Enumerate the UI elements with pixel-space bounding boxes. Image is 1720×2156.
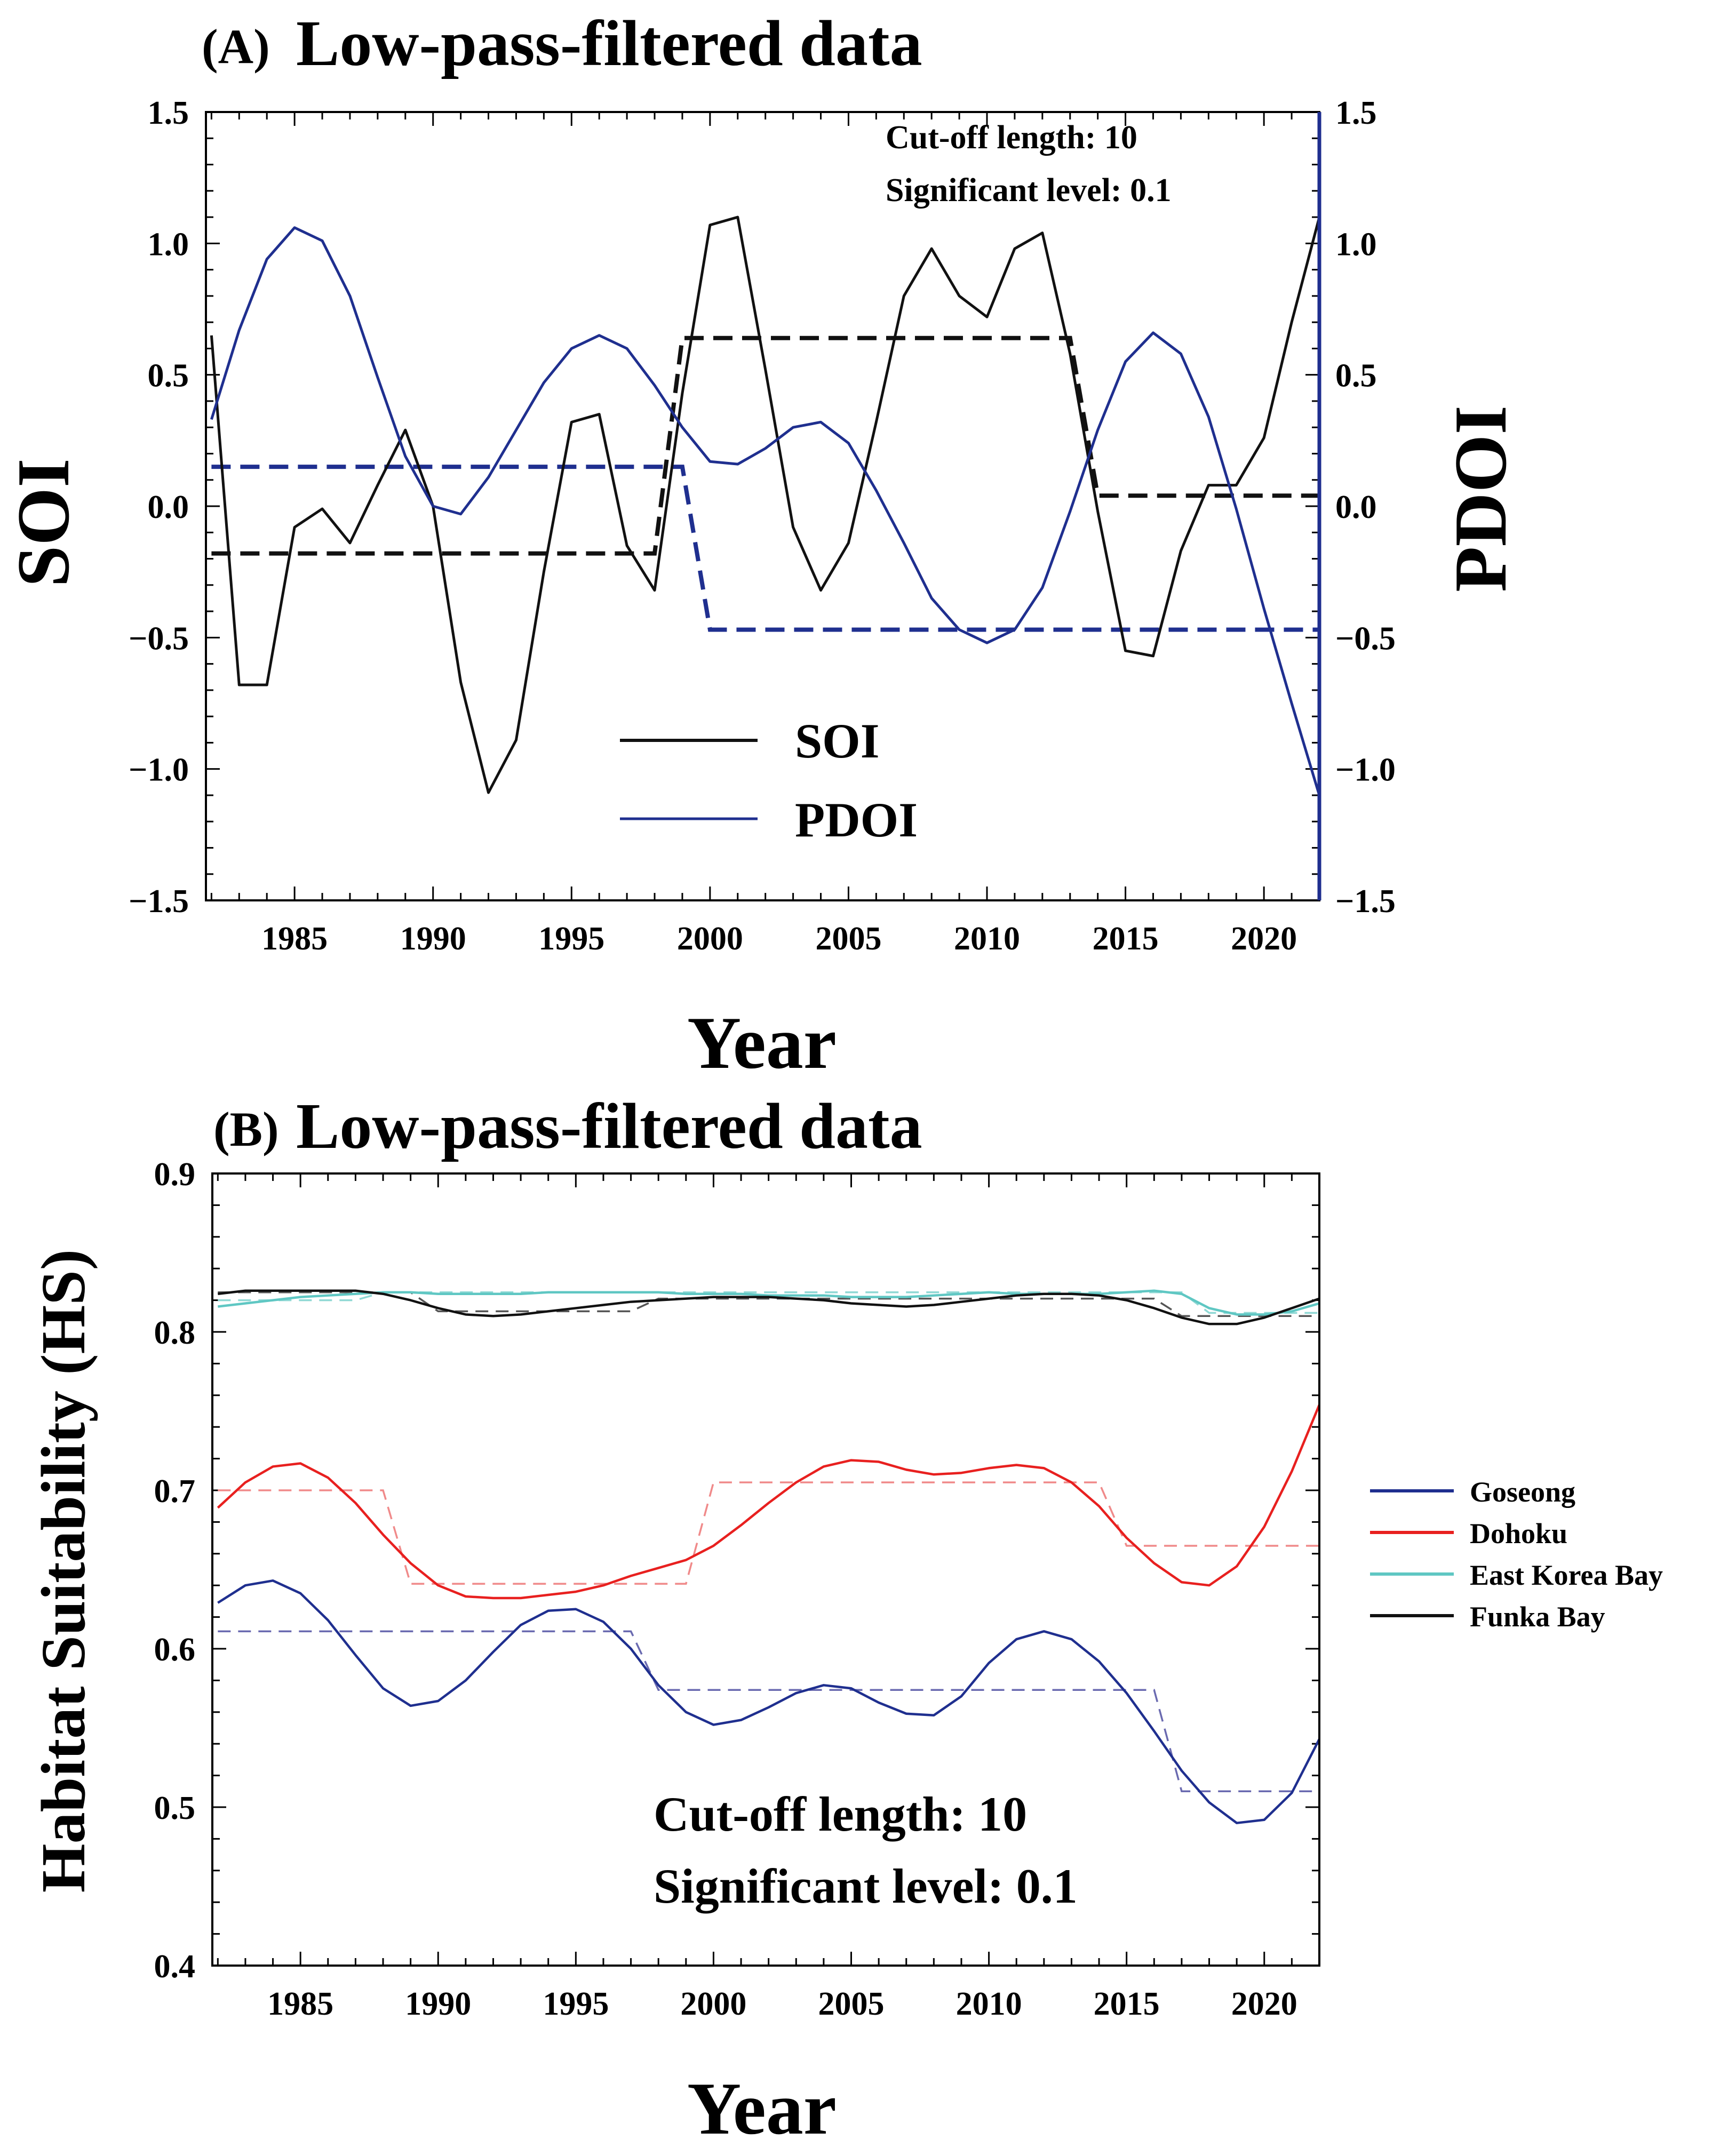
x-tick-label-1990: 1990 [400,921,466,957]
y-tick-label-2: 0.6 [154,1632,196,1668]
legend-east-korea-bay-label: East Korea Bay [1470,1559,1663,1591]
y-tick-label-3: 0.7 [154,1473,196,1510]
x-tick-label-2020: 2020 [1231,921,1297,957]
panel-b-x-tick-labels: 1985 1990 1995 2000 2005 2010 2015 2020 [267,1986,1297,2022]
panel-a-ylabel-right: PDOI [1439,405,1522,592]
series-line-goseong [217,1579,1321,1824]
x-tick-label-2005: 2005 [818,1986,885,2022]
x-tick-label-2000: 2000 [680,1986,746,2022]
y-tick-label-6: 1.5 [148,95,189,131]
x-tick-label-1995: 1995 [538,921,604,957]
regime-line-dohoku-regimes [218,1481,1319,1585]
panel-b-ylabel: Habitat Suitability (HS) [28,1249,98,1893]
panel-b-annotation-significance: Significant level: 0.1 [654,1859,1078,1913]
panel-a-x-tick-labels: 1985 1990 1995 2000 2005 2010 2015 2020 [261,921,1297,957]
x-tick-label-2005: 2005 [815,921,881,957]
y-tick-label-right-3: 0.0 [1335,489,1377,525]
y-tick-label-1: −1.0 [129,752,189,788]
legend-goseong-label: Goseong [1470,1476,1575,1508]
regime-line-soi-regimes [211,336,1319,556]
panel-a-legend: SOI PDOI [620,714,918,847]
panel-a-xlabel: Year [687,1002,837,1084]
y-tick-label-0: 0.4 [154,1949,196,1985]
panel-b-label: (B) [213,1102,279,1156]
x-tick-label-2010: 2010 [954,921,1020,957]
legend-dohoku-label: Dohoku [1470,1518,1567,1550]
panel-b-annotation-cutoff: Cut-off length: 10 [654,1787,1027,1841]
legend-funka-bay-label: Funka Bay [1470,1601,1605,1633]
panel-b-title: Low-pass-filtered data [296,1090,922,1162]
x-tick-label-1985: 1985 [267,1986,333,2022]
x-tick-label-2020: 2020 [1231,1986,1297,2022]
panel-b-xlabel: Year [687,2067,837,2150]
panel-a-y-tick-labels-left: −1.5 −1.0 −0.5 0.0 0.5 1.0 1.5 [129,95,189,920]
panel-b-y-tick-labels: 0.4 0.5 0.6 0.7 0.8 0.9 [154,1156,196,1985]
legend-soi-label: SOI [795,714,880,768]
panel-b-plot-frame [211,1172,1320,1967]
series-line-dohoku [217,1404,1321,1600]
y-tick-label-1: 0.5 [154,1790,196,1826]
x-tick-label-2015: 2015 [1093,921,1159,957]
panel-b: (B) Low-pass-filtered data Habitat Suita… [28,1090,1663,2150]
panel-b-series-lines [217,1289,1321,1824]
y-tick-label-5: 1.0 [148,226,189,262]
y-tick-label-0: −1.5 [129,883,189,920]
series-line-pdoi [210,226,1321,796]
x-tick-label-2000: 2000 [677,921,743,957]
y-tick-label-4: 0.8 [154,1315,196,1351]
x-tick-label-2010: 2010 [956,1986,1022,2022]
x-tick-label-1995: 1995 [543,1986,609,2022]
y-tick-label-3: 0.0 [148,489,189,525]
y-tick-label-2: −0.5 [129,620,189,657]
y-tick-label-right-5: 1.0 [1335,226,1377,262]
regime-line-funka-bay-regimes [218,1291,1319,1317]
y-tick-label-right-0: −1.5 [1335,883,1396,920]
y-tick-label-right-2: −0.5 [1335,620,1396,657]
y-tick-label-5: 0.9 [154,1156,196,1193]
y-tick-label-right-4: 0.5 [1335,358,1377,394]
panel-a-annotation-significance: Significant level: 0.1 [886,172,1172,209]
series-line-funka-bay [218,1289,1320,1325]
y-tick-label-right-6: 1.5 [1335,95,1377,131]
regime-line-goseong-regimes [218,1630,1319,1793]
series-line-east-korea-bay [218,1289,1320,1316]
panel-a-ylabel-left: SOI [2,458,85,587]
x-tick-label-1990: 1990 [405,1986,471,2022]
panel-a-label: (A) [202,19,270,74]
panel-a-annotation-cutoff: Cut-off length: 10 [886,119,1137,156]
panel-a-title: Low-pass-filtered data [296,7,922,79]
panel-a-y-tick-labels-right: −1.5 −1.0 −0.5 0.0 0.5 1.0 1.5 [1335,95,1396,920]
panel-a: (A) Low-pass-filtered data SOI PDOI Year… [2,7,1522,1084]
series-line-soi [210,215,1321,794]
panel-b-legend: Goseong Dohoku East Korea Bay Funka Bay [1370,1476,1663,1633]
y-tick-label-right-1: −1.0 [1335,752,1396,788]
x-tick-label-1985: 1985 [261,921,328,957]
x-tick-label-2015: 2015 [1094,1986,1160,2022]
legend-pdoi-label: PDOI [795,793,918,847]
y-tick-label-4: 0.5 [148,358,189,394]
panel-a-series-lines [210,215,1321,796]
